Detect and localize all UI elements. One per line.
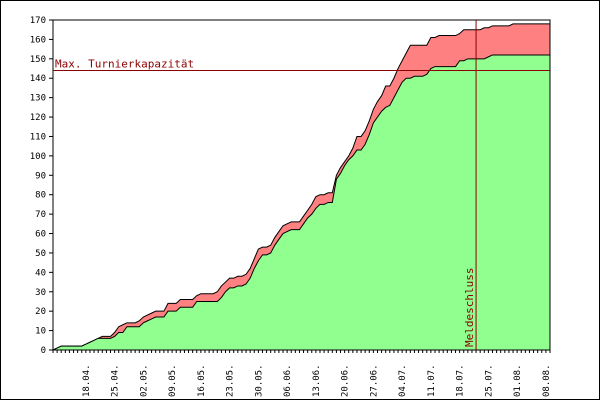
y-tick-label: 50 (35, 249, 46, 259)
y-tick-label: 80 (35, 191, 46, 201)
series-line-1 (52, 23, 550, 351)
x-tick-label: 27.06. (369, 364, 379, 397)
x-tick-label: 04.07. (398, 364, 408, 397)
y-tick-label: 100 (30, 152, 46, 162)
x-tick-label: 13.06. (312, 364, 322, 397)
x-tick-label: 18.04. (82, 364, 92, 397)
capacity-label: Max. Turnierkapazität (55, 57, 194, 70)
y-tick-label: 30 (35, 288, 46, 298)
y-tick-label: 110 (30, 132, 46, 142)
x-tick-label: 08.08. (542, 364, 552, 397)
y-tick-label: 70 (35, 210, 46, 220)
y-tick-label: 90 (35, 171, 46, 181)
x-tick-label: 30.05. (254, 364, 264, 397)
x-tick-label: 02.05. (139, 364, 149, 397)
x-tick-label: 11.07. (427, 364, 437, 397)
y-tick-label: 20 (35, 307, 46, 317)
y-tick-label: 150 (30, 55, 46, 65)
plot-border (52, 19, 551, 351)
x-tick-label: 18.07. (456, 364, 466, 397)
x-tick-label: 01.08. (513, 364, 523, 397)
y-tick-label: 10 (35, 327, 46, 337)
x-tick-label: 06.06. (283, 364, 293, 397)
x-tick-label: 09.05. (168, 364, 178, 397)
y-tick-label: 170 (30, 16, 46, 26)
x-tick-label: 20.06. (341, 364, 351, 397)
y-tick-label: 120 (30, 113, 46, 123)
y-tick-label: 160 (30, 35, 46, 45)
y-tick-label: 60 (35, 230, 46, 240)
series-area-0 (53, 54, 550, 350)
y-tick-label: 40 (35, 268, 46, 278)
series-line-0 (52, 54, 550, 351)
y-tick-label: 140 (30, 74, 46, 84)
x-tick-label: 25.07. (484, 364, 494, 397)
x-tick-label: 16.05. (197, 364, 207, 397)
x-tick-label: 23.05. (226, 364, 236, 397)
deadline-label: Meldeschluss (463, 268, 476, 347)
y-tick-label: 130 (30, 94, 46, 104)
y-tick-label: 0 (41, 346, 46, 356)
x-tick-label: 25.04. (111, 364, 121, 397)
